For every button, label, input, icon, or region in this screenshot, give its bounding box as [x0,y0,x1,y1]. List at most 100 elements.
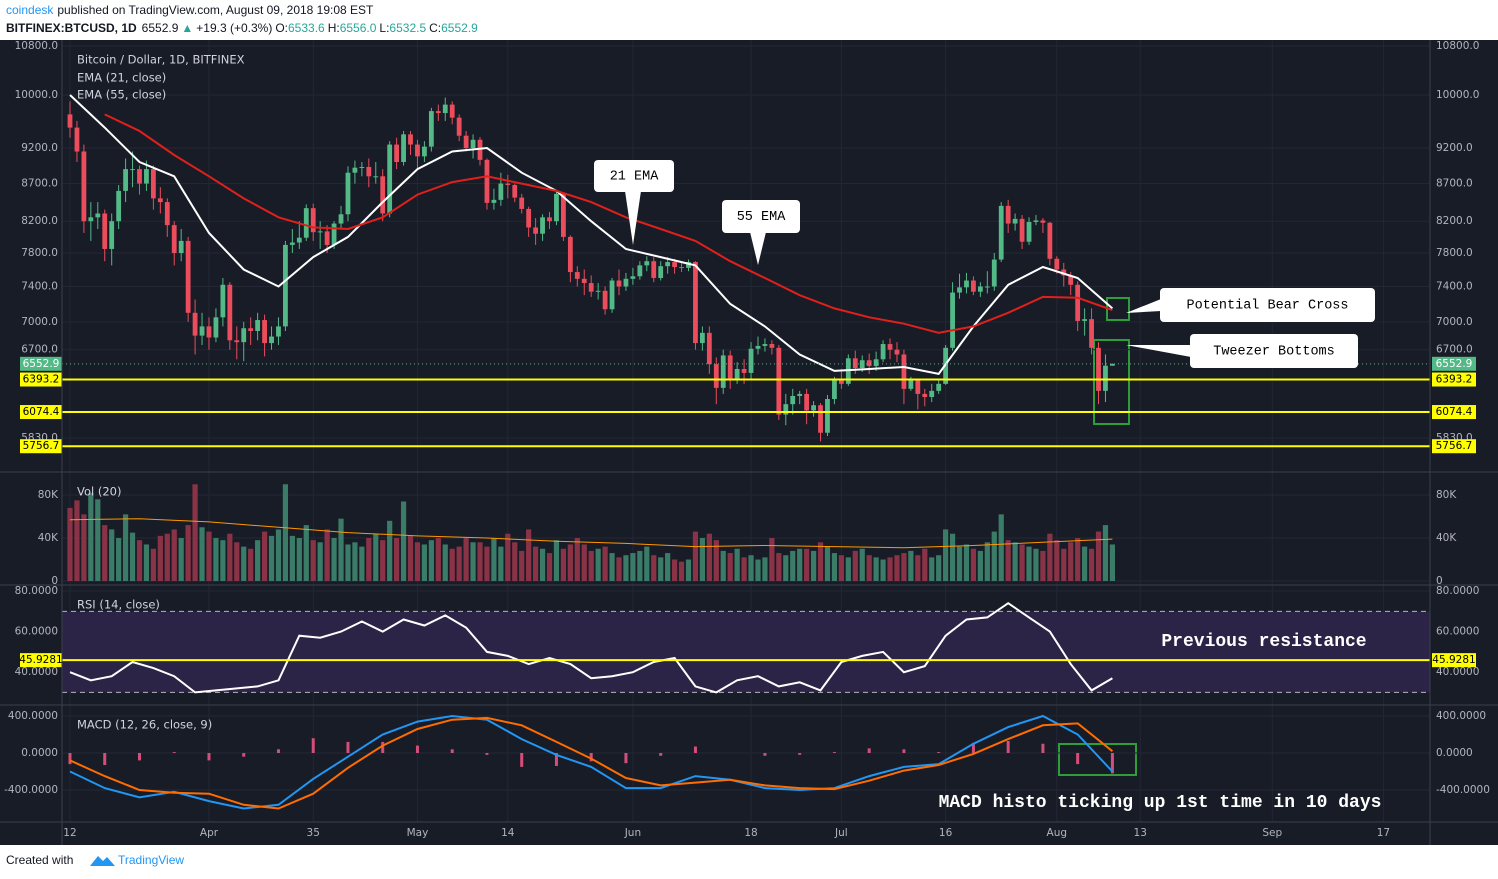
candle-body [1040,220,1046,223]
candle-body [609,280,615,310]
y-tick-label: 10800.0 [1436,40,1479,52]
volume-bar [213,538,219,582]
volume-bar [678,561,685,582]
candle-body [658,266,664,278]
volume-bar [435,538,441,582]
quote-line: BITFINEX:BTCUSD, 1D 6552.9 ▲ +19.3 (+0.3%) O… [6,21,478,35]
volume-bar [477,542,483,582]
candle-body [269,336,274,344]
candle-body [720,355,726,388]
volume-bar [380,540,386,582]
annotation: MACD histo ticking up 1st time in 10 day… [939,793,1382,813]
candle-body [971,280,976,292]
volume-bar [741,557,747,582]
volume-bar [185,525,191,582]
candle-body [602,290,608,310]
histogram-bar [207,753,211,761]
volume-bar [533,546,539,582]
volume-bar [539,548,546,582]
volume-bar [637,550,643,582]
candle-body [435,111,441,114]
histogram-bar [589,753,593,762]
candle-body [241,328,247,343]
volume-bar [963,544,970,582]
candle-body [818,405,823,433]
candle-body [1068,275,1074,285]
y-tick-label: 10800.0 [15,40,58,52]
volume-bar [512,542,518,582]
histogram-bar [902,749,906,754]
volume-bar [345,544,351,582]
candle-body [81,151,87,222]
x-tick-label: Sep [1262,827,1282,839]
candle-body [1019,218,1025,242]
volume-bar [192,484,198,582]
volume-bar [574,538,580,582]
volume-bar [1012,542,1018,582]
y-tick-label: 60.0000 [1436,626,1479,638]
volume-bar [748,555,754,582]
volume-bar [421,544,428,582]
volume-bar [484,546,490,582]
tradingview-logo [90,856,115,866]
volume-bar [282,484,289,582]
candle-body [519,197,525,209]
candle-body [1096,347,1101,391]
volume-bar [199,527,205,582]
volume-bar [727,553,733,582]
volume-bar [797,548,803,582]
price-tag [1432,372,1476,387]
candle-body [449,104,455,118]
histogram-bar [867,748,871,754]
volume-bar [623,555,629,582]
candle-body [644,261,650,266]
volume-bar [1109,544,1116,582]
volume-bar [880,559,886,582]
price-tag-label: 6393.2 [1436,374,1473,386]
volume-bar [970,548,977,582]
volume-bar [595,548,601,582]
candle-body [234,340,240,343]
candle-body [811,405,816,411]
legend-entry: EMA (55, close) [77,88,166,102]
volume-bar [317,542,323,582]
price-tag-label: 6552.9 [1436,358,1473,370]
volume-bar [922,548,928,582]
candle-body [185,240,191,313]
price-tag-label: 45.9281 [1432,654,1475,666]
candle-body [922,393,928,397]
candle-body [887,344,893,350]
volume-bar [810,550,817,582]
histogram-bar [520,753,524,767]
pane-title: Bitcoin / Dollar, 1D, BITFINEX [77,53,245,67]
volume-bar [373,533,379,582]
candle-body [220,284,226,318]
candle-body [192,312,198,336]
series-line [104,113,1113,334]
candle-body [825,399,830,433]
volume-bar [1026,546,1032,582]
y-tick-label: 40K [1436,532,1457,544]
volume-bar [394,538,400,582]
y-tick-label: 400.0000 [1436,710,1486,722]
candle-body [762,344,768,346]
candle-body [213,317,219,338]
candle-body [338,214,344,224]
histogram-bar [1076,753,1080,765]
volume-bar [824,546,831,582]
y-tick-label: 7800.0 [21,247,58,259]
volume-bar [400,501,407,582]
histogram-bar [693,746,697,754]
volume-bar [713,540,719,582]
series-line [69,518,1113,549]
candle-body [1061,269,1067,276]
candle-body [484,159,490,203]
candle-body [838,379,844,384]
candle-body [1082,319,1088,321]
candle-body [686,262,691,268]
candle-body [1012,218,1018,224]
candle-body [929,390,935,397]
highlight-box [1058,743,1137,776]
annotation: Potential Bear Cross [1186,299,1348,314]
volume-bar [81,514,87,582]
